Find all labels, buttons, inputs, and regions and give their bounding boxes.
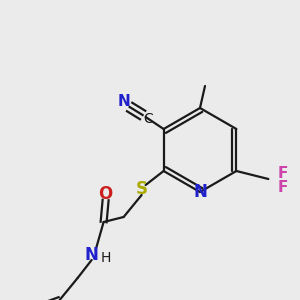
- Text: O: O: [98, 185, 113, 203]
- Text: F: F: [277, 167, 288, 182]
- Text: S: S: [136, 180, 148, 198]
- Text: N: N: [117, 94, 130, 110]
- Text: F: F: [277, 179, 288, 194]
- Text: N: N: [193, 183, 207, 201]
- Text: H: H: [100, 251, 111, 265]
- Text: N: N: [85, 246, 99, 264]
- Text: C: C: [143, 112, 152, 126]
